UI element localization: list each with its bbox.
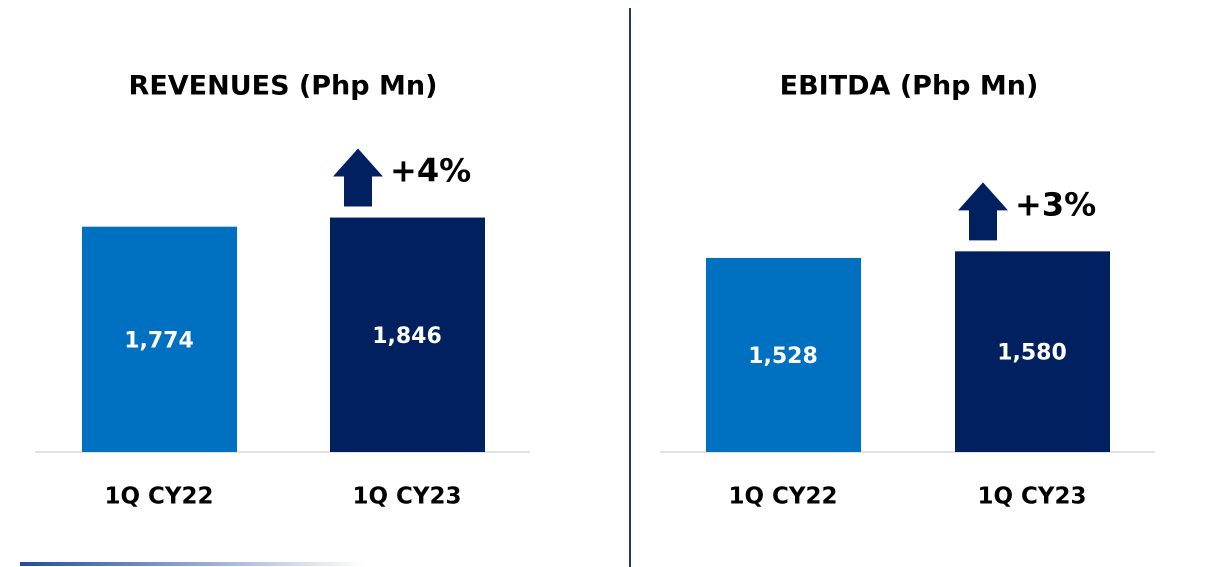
value-label: 1,846	[372, 324, 442, 349]
accent-line	[20, 562, 365, 566]
bar	[706, 257, 861, 452]
bar	[330, 217, 485, 452]
change-annotation: +4%	[390, 152, 471, 190]
chart-title: EBITDA (Php Mn)	[780, 71, 1039, 102]
x-tick-label: 1Q CY23	[977, 484, 1086, 510]
value-label: 1,774	[124, 328, 194, 353]
value-label: 1,580	[997, 341, 1067, 366]
x-tick-label: 1Q CY22	[104, 484, 213, 510]
x-tick-label: 1Q CY22	[728, 484, 837, 510]
bar	[82, 226, 237, 452]
bar	[955, 251, 1110, 452]
x-tick-label: 1Q CY23	[352, 484, 461, 510]
change-annotation: +3%	[1015, 185, 1096, 223]
up-arrow	[958, 182, 1008, 241]
up-arrow	[333, 148, 383, 207]
value-label: 1,528	[748, 344, 818, 369]
chart-title: REVENUES (Php Mn)	[129, 71, 438, 102]
